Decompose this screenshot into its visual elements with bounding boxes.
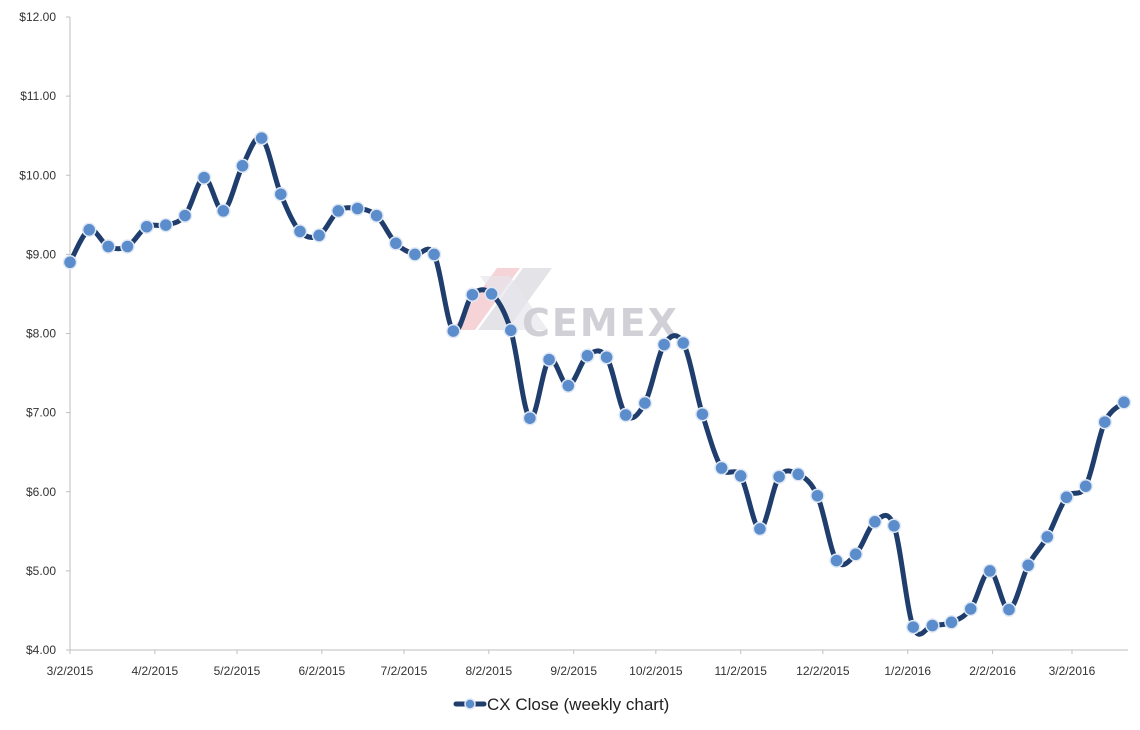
data-point: [1001, 602, 1017, 617]
data-point: [1116, 395, 1132, 410]
y-tick-label: $6.00: [26, 485, 56, 499]
data-point: [120, 239, 135, 254]
data-point: [1059, 490, 1074, 505]
y-axis-ticks: $4.00 $5.00 $6.00 $7.00 $8.00 $9.00 $10.00 $11.…: [19, 10, 70, 657]
data-point: [963, 601, 978, 617]
cemex-watermark: CEMEX: [452, 268, 679, 345]
data-point: [446, 323, 461, 339]
data-point: [561, 378, 576, 393]
x-tick-label: 6/2/2015: [299, 664, 346, 678]
x-tick-label: 3/2/2016: [1049, 664, 1096, 678]
y-tick-label: $10.00: [19, 168, 56, 182]
y-tick-label: $8.00: [26, 327, 56, 341]
data-point: [982, 563, 998, 579]
data-point: [465, 287, 480, 302]
data-point: [273, 186, 289, 202]
x-tick-label: 1/2/2016: [884, 664, 931, 678]
data-point: [905, 619, 921, 635]
data-point: [829, 553, 844, 568]
data-point: [1040, 529, 1055, 545]
data-point: [292, 224, 308, 239]
x-tick-label: 9/2/2015: [550, 664, 597, 678]
data-point: [101, 239, 116, 254]
data-point: [886, 518, 902, 534]
x-tick-label: 2/2/2016: [969, 664, 1016, 678]
data-point: [733, 468, 748, 484]
data-point: [790, 467, 806, 482]
x-tick-label: 5/2/2015: [214, 664, 261, 678]
data-point: [810, 488, 825, 503]
data-point: [944, 615, 959, 630]
data-point: [848, 547, 863, 562]
y-tick-label: $11.00: [20, 89, 56, 103]
x-tick-label: 12/2/2015: [796, 664, 850, 678]
data-point: [867, 514, 883, 530]
data-point: [350, 201, 365, 216]
data-point: [81, 222, 97, 238]
data-point: [216, 203, 231, 219]
x-tick-label: 10/2/2015: [629, 664, 683, 678]
data-point: [580, 348, 595, 363]
x-tick-label: 8/2/2015: [466, 664, 513, 678]
watermark-text: CEMEX: [522, 301, 679, 345]
data-point: [139, 219, 154, 234]
data-point: [158, 217, 174, 233]
x-tick-label: 4/2/2015: [132, 664, 179, 678]
x-tick-label: 7/2/2015: [381, 664, 428, 678]
series-group: [62, 130, 1132, 637]
data-point: [925, 618, 940, 633]
y-tick-label: $12.00: [19, 10, 56, 24]
data-point: [1020, 558, 1036, 573]
y-tick-label: $4.00: [26, 643, 56, 657]
y-tick-label: $9.00: [26, 247, 56, 261]
data-point: [177, 208, 193, 223]
data-point: [62, 255, 78, 270]
data-point: [388, 236, 404, 251]
data-point: [484, 286, 499, 302]
legend-marker-swatch: [464, 698, 476, 710]
data-point: [254, 130, 269, 146]
data-point: [369, 208, 384, 223]
data-point: [675, 335, 691, 351]
legend: CX Close (weekly chart): [453, 695, 669, 714]
data-point: [752, 521, 768, 537]
data-point: [541, 352, 557, 367]
data-point: [407, 247, 423, 262]
legend-label: CX Close (weekly chart): [487, 695, 669, 714]
data-point: [331, 203, 346, 219]
data-point: [714, 460, 729, 476]
data-point: [522, 410, 538, 426]
data-point: [656, 337, 672, 352]
data-point: [695, 406, 710, 422]
x-tick-label: 11/2/2015: [714, 664, 767, 678]
data-point: [311, 228, 327, 243]
data-point: [1078, 478, 1093, 494]
x-axis-ticks: 3/2/2015 4/2/2015 5/2/2015 6/2/2015 7/2/2015…: [47, 650, 1096, 678]
data-point: [771, 469, 787, 484]
data-point: [196, 170, 212, 185]
data-point: [426, 247, 442, 262]
data-point: [503, 323, 519, 338]
data-point: [637, 395, 653, 411]
y-tick-label: $5.00: [26, 564, 56, 578]
y-tick-label: $7.00: [26, 406, 56, 420]
data-point: [1097, 414, 1113, 430]
data-point: [235, 158, 250, 174]
data-point: [618, 407, 633, 423]
data-point: [599, 349, 614, 365]
x-tick-label: 3/2/2015: [47, 664, 94, 678]
